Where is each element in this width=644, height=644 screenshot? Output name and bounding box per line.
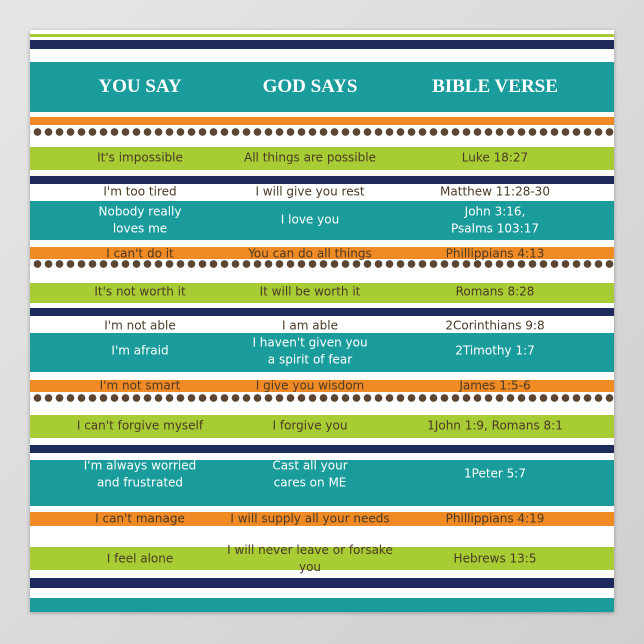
column-header: YOU SAY	[98, 76, 182, 97]
cell-text: I will supply all your needs	[230, 511, 390, 526]
cell-text: 2Timothy 1:7	[455, 343, 535, 358]
cell-text: James 1:5-6	[459, 378, 531, 393]
cell-text: Nobody really	[98, 204, 182, 218]
column-header: BIBLE VERSE	[432, 76, 558, 97]
column-header: GOD SAYS	[262, 76, 358, 97]
cell-text: I'm too tired	[103, 184, 177, 199]
cell-text: I'm afraid	[111, 343, 169, 358]
cell-text: 1Peter 5:7	[464, 466, 526, 481]
cell-text: a spirit of fear	[267, 352, 353, 366]
cell-text: It's not worth it	[94, 284, 186, 299]
cell-text: and frustrated	[96, 475, 184, 489]
cell-text: I can't do it	[106, 246, 174, 261]
cell-text: I'm always worried	[83, 458, 197, 472]
cell-text: Phillippians 4:19	[445, 511, 545, 526]
cell-text: I feel alone	[106, 551, 174, 566]
cell-text: cares on ME	[273, 475, 347, 489]
poster: YOU SAY GOD SAYS BIBLE VERSE It's impossibl…	[30, 30, 614, 612]
cell-text: I forgive you	[272, 418, 348, 433]
cell-text: It will be worth it	[259, 284, 361, 299]
cell-text: I am able	[282, 318, 338, 333]
cell-text: You can do all things	[248, 246, 372, 261]
cell-text: I haven't given you	[252, 335, 368, 349]
cell-text: Luke 18:27	[461, 150, 529, 165]
cell-text: Matthew 11:28-30	[440, 184, 550, 199]
cell-text: I'm not smart	[99, 378, 181, 393]
cell-text: Phillippians 4:13	[445, 246, 545, 261]
cell-text: John 3:16,	[464, 204, 526, 218]
cell-text: All things are possible	[244, 150, 376, 165]
cell-text: loves me	[112, 221, 168, 235]
cell-text: Hebrews 13:5	[453, 551, 537, 566]
cell-text: 1John 1:9, Romans 8:1	[427, 418, 563, 433]
cell-text: I will never leave or forsake you	[227, 543, 393, 574]
cell-text: 2Corinthians 9:8	[445, 318, 545, 333]
cell-text: I give you wisdom	[255, 378, 365, 393]
cell-text: I can't forgive myself	[76, 418, 204, 433]
cell-text: It's impossible	[97, 150, 183, 165]
cell-text: I can't manage	[95, 511, 185, 526]
cell-text: Romans 8:28	[455, 284, 535, 299]
cell-text: Psalms 103:17	[451, 221, 539, 235]
cell-text: I'm not able	[104, 318, 176, 333]
cell-text: Cast all your	[272, 458, 348, 472]
cell-text: I will give you rest	[255, 184, 365, 199]
cell-text: I love you	[280, 212, 340, 227]
